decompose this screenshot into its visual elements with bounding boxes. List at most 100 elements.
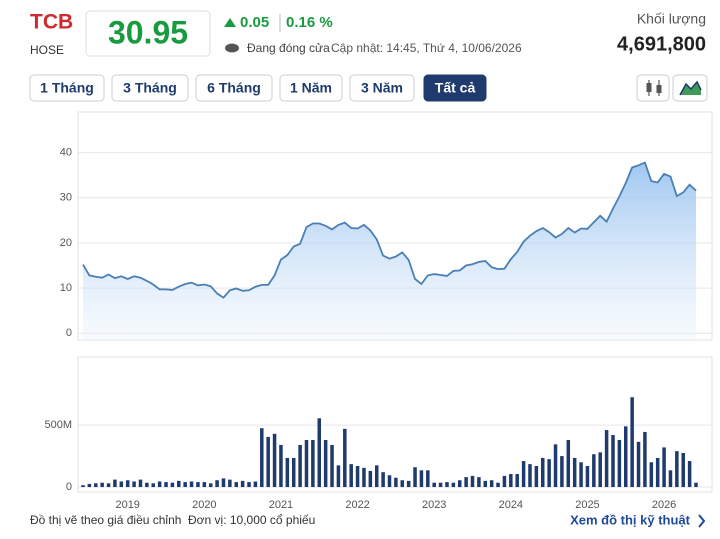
volume-bar	[496, 482, 500, 488]
volume-bar	[617, 439, 622, 488]
x-tick-label: 2023	[422, 499, 446, 511]
y-tick-label: 20	[60, 237, 72, 249]
range-label[interactable]: 3 Năm	[361, 80, 403, 96]
volume-bar	[572, 457, 577, 488]
volume-bar	[681, 452, 685, 488]
volume-bar	[604, 430, 609, 488]
volume-bar	[323, 439, 328, 488]
volume-bar	[119, 481, 124, 488]
range-label[interactable]: 3 Tháng	[123, 80, 177, 96]
volume-bar	[215, 480, 219, 488]
volume-bar	[113, 479, 117, 488]
volume-bar	[540, 457, 545, 488]
volume-bar	[94, 483, 98, 488]
volume-bar	[387, 475, 392, 488]
volume-bar	[164, 482, 168, 488]
volume-bar	[624, 426, 628, 488]
volume-label: Khối lượng	[637, 11, 706, 27]
volume-bar	[362, 467, 366, 488]
volume-bar	[413, 467, 417, 488]
range-label[interactable]: 6 Tháng	[207, 80, 261, 96]
volume-bar	[438, 482, 443, 488]
volume-bar	[566, 439, 571, 488]
range-label[interactable]: Tất cả	[435, 80, 476, 96]
volume-bar	[655, 457, 660, 488]
range-button[interactable]	[111, 74, 189, 102]
range-button[interactable]	[423, 74, 487, 102]
price: 30.95	[108, 14, 188, 50]
volume-bar	[279, 444, 283, 488]
volume-bar	[157, 481, 162, 488]
volume-bar	[343, 428, 347, 488]
volume-bar	[381, 472, 385, 488]
volume-bar	[170, 482, 175, 488]
volume-bar	[445, 482, 449, 488]
volume-bar	[406, 480, 411, 488]
volume-bar	[457, 480, 462, 488]
volume-bar	[189, 481, 194, 488]
volume-bar	[100, 482, 104, 488]
volume-bar	[483, 480, 488, 488]
x-tick-label: 2019	[115, 499, 139, 511]
candle-icon-body	[646, 83, 652, 92]
volume-bar	[649, 462, 654, 488]
volume-bar	[502, 475, 507, 488]
range-button[interactable]	[195, 74, 273, 102]
volume-bar	[694, 482, 698, 488]
x-tick-label: 2020	[192, 499, 216, 511]
volume-bar	[260, 428, 264, 488]
volume-bar	[374, 465, 379, 488]
y-tick-label: 30	[60, 192, 72, 204]
range-button[interactable]	[29, 74, 105, 102]
status-dot	[225, 43, 239, 53]
volume-bar	[138, 479, 143, 488]
volume-bar	[355, 465, 360, 488]
volume-bar	[272, 433, 277, 488]
volume-bar	[560, 456, 564, 488]
volume-bar	[636, 441, 641, 488]
link-chevron	[698, 514, 706, 528]
volume-bar	[81, 485, 85, 488]
volume-bar	[477, 477, 481, 488]
exchange: HOSE	[30, 43, 64, 57]
plots: 0 10 20 30 40 0 500M 2019 2020 2021 2022 2023 2024 20…	[44, 147, 712, 511]
volume-bar	[330, 444, 334, 488]
x-tick-label: 2024	[499, 499, 523, 511]
volume-bar	[426, 470, 430, 488]
volume-bar	[317, 418, 322, 488]
range-button[interactable]	[279, 74, 343, 102]
volume-bar	[240, 480, 245, 488]
technical-link[interactable]: Xem đồ thị kỹ thuật	[570, 512, 691, 527]
price-area	[83, 162, 696, 340]
volume-bar	[598, 452, 602, 488]
range-label[interactable]: 1 Tháng	[40, 80, 94, 96]
volume-bar	[202, 482, 207, 488]
volume-bar	[400, 480, 405, 488]
volume-bar	[675, 451, 679, 488]
volume-bar	[643, 431, 647, 488]
y-tick-label: 0	[66, 327, 72, 339]
range-button[interactable]	[349, 74, 415, 102]
up-arrow	[224, 18, 236, 27]
range-label[interactable]: 1 Năm	[290, 80, 332, 96]
volume-bar	[304, 439, 309, 488]
volume-bar	[662, 447, 666, 488]
y-tick-label: 0	[66, 481, 72, 493]
volume-bar	[368, 470, 373, 488]
y-tick-label: 500M	[44, 419, 72, 431]
volume-bar	[208, 483, 213, 488]
volume-bar	[298, 444, 302, 488]
volume-bar	[228, 479, 232, 488]
volume-bar	[234, 482, 239, 488]
volume-bar	[247, 482, 251, 488]
volume-bar	[579, 462, 583, 488]
volume-bar	[432, 482, 436, 488]
area-icon-line	[679, 80, 702, 96]
ticker: TCB	[30, 11, 73, 34]
volume-bar	[630, 397, 634, 488]
candle-button[interactable]	[636, 74, 670, 102]
volume-bar	[534, 465, 539, 488]
